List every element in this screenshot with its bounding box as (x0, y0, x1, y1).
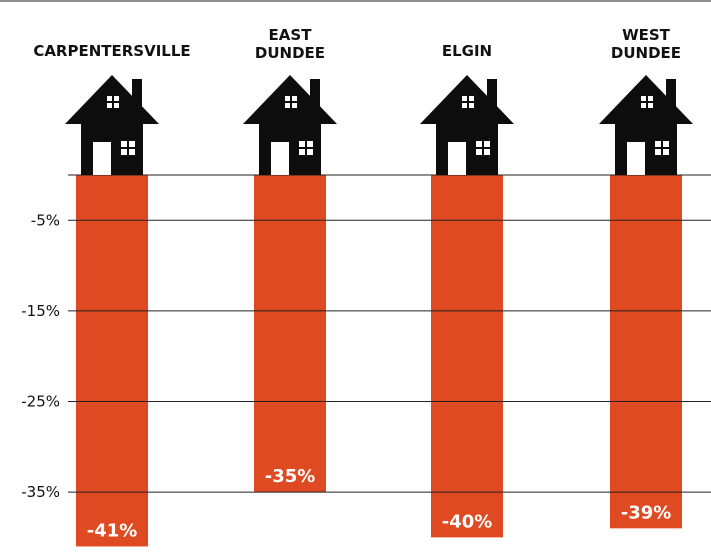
house-icons (65, 75, 693, 175)
y-tick-label: -35% (21, 483, 60, 501)
house-icon (599, 75, 693, 175)
house-icon (243, 75, 337, 175)
bar-0 (76, 175, 148, 547)
y-tick-label: -15% (21, 302, 60, 320)
category-label: DUNDEE (255, 44, 325, 62)
category-label: ELGIN (442, 42, 492, 60)
value-label: -41% (87, 520, 138, 541)
y-tick-label: -5% (31, 211, 60, 229)
bar-2 (431, 175, 503, 538)
category-label: CARPENTERSVILLE (33, 42, 190, 60)
gridlines (68, 174, 711, 493)
bar-3 (610, 175, 682, 529)
category-label: DUNDEE (611, 44, 681, 62)
value-label: -39% (621, 502, 672, 523)
value-label: -40% (442, 511, 493, 532)
value-label: -35% (265, 466, 316, 487)
house-icon (420, 75, 514, 175)
labels: -5% -15% -25% -35% -41% -35% -40% -39% CARPENTER… (21, 26, 681, 541)
bars (76, 175, 682, 547)
y-tick-label: -25% (21, 393, 60, 411)
category-label: EAST (269, 26, 313, 44)
house-icon (65, 75, 159, 175)
bar-1 (254, 175, 326, 493)
category-label: WEST (622, 26, 671, 44)
